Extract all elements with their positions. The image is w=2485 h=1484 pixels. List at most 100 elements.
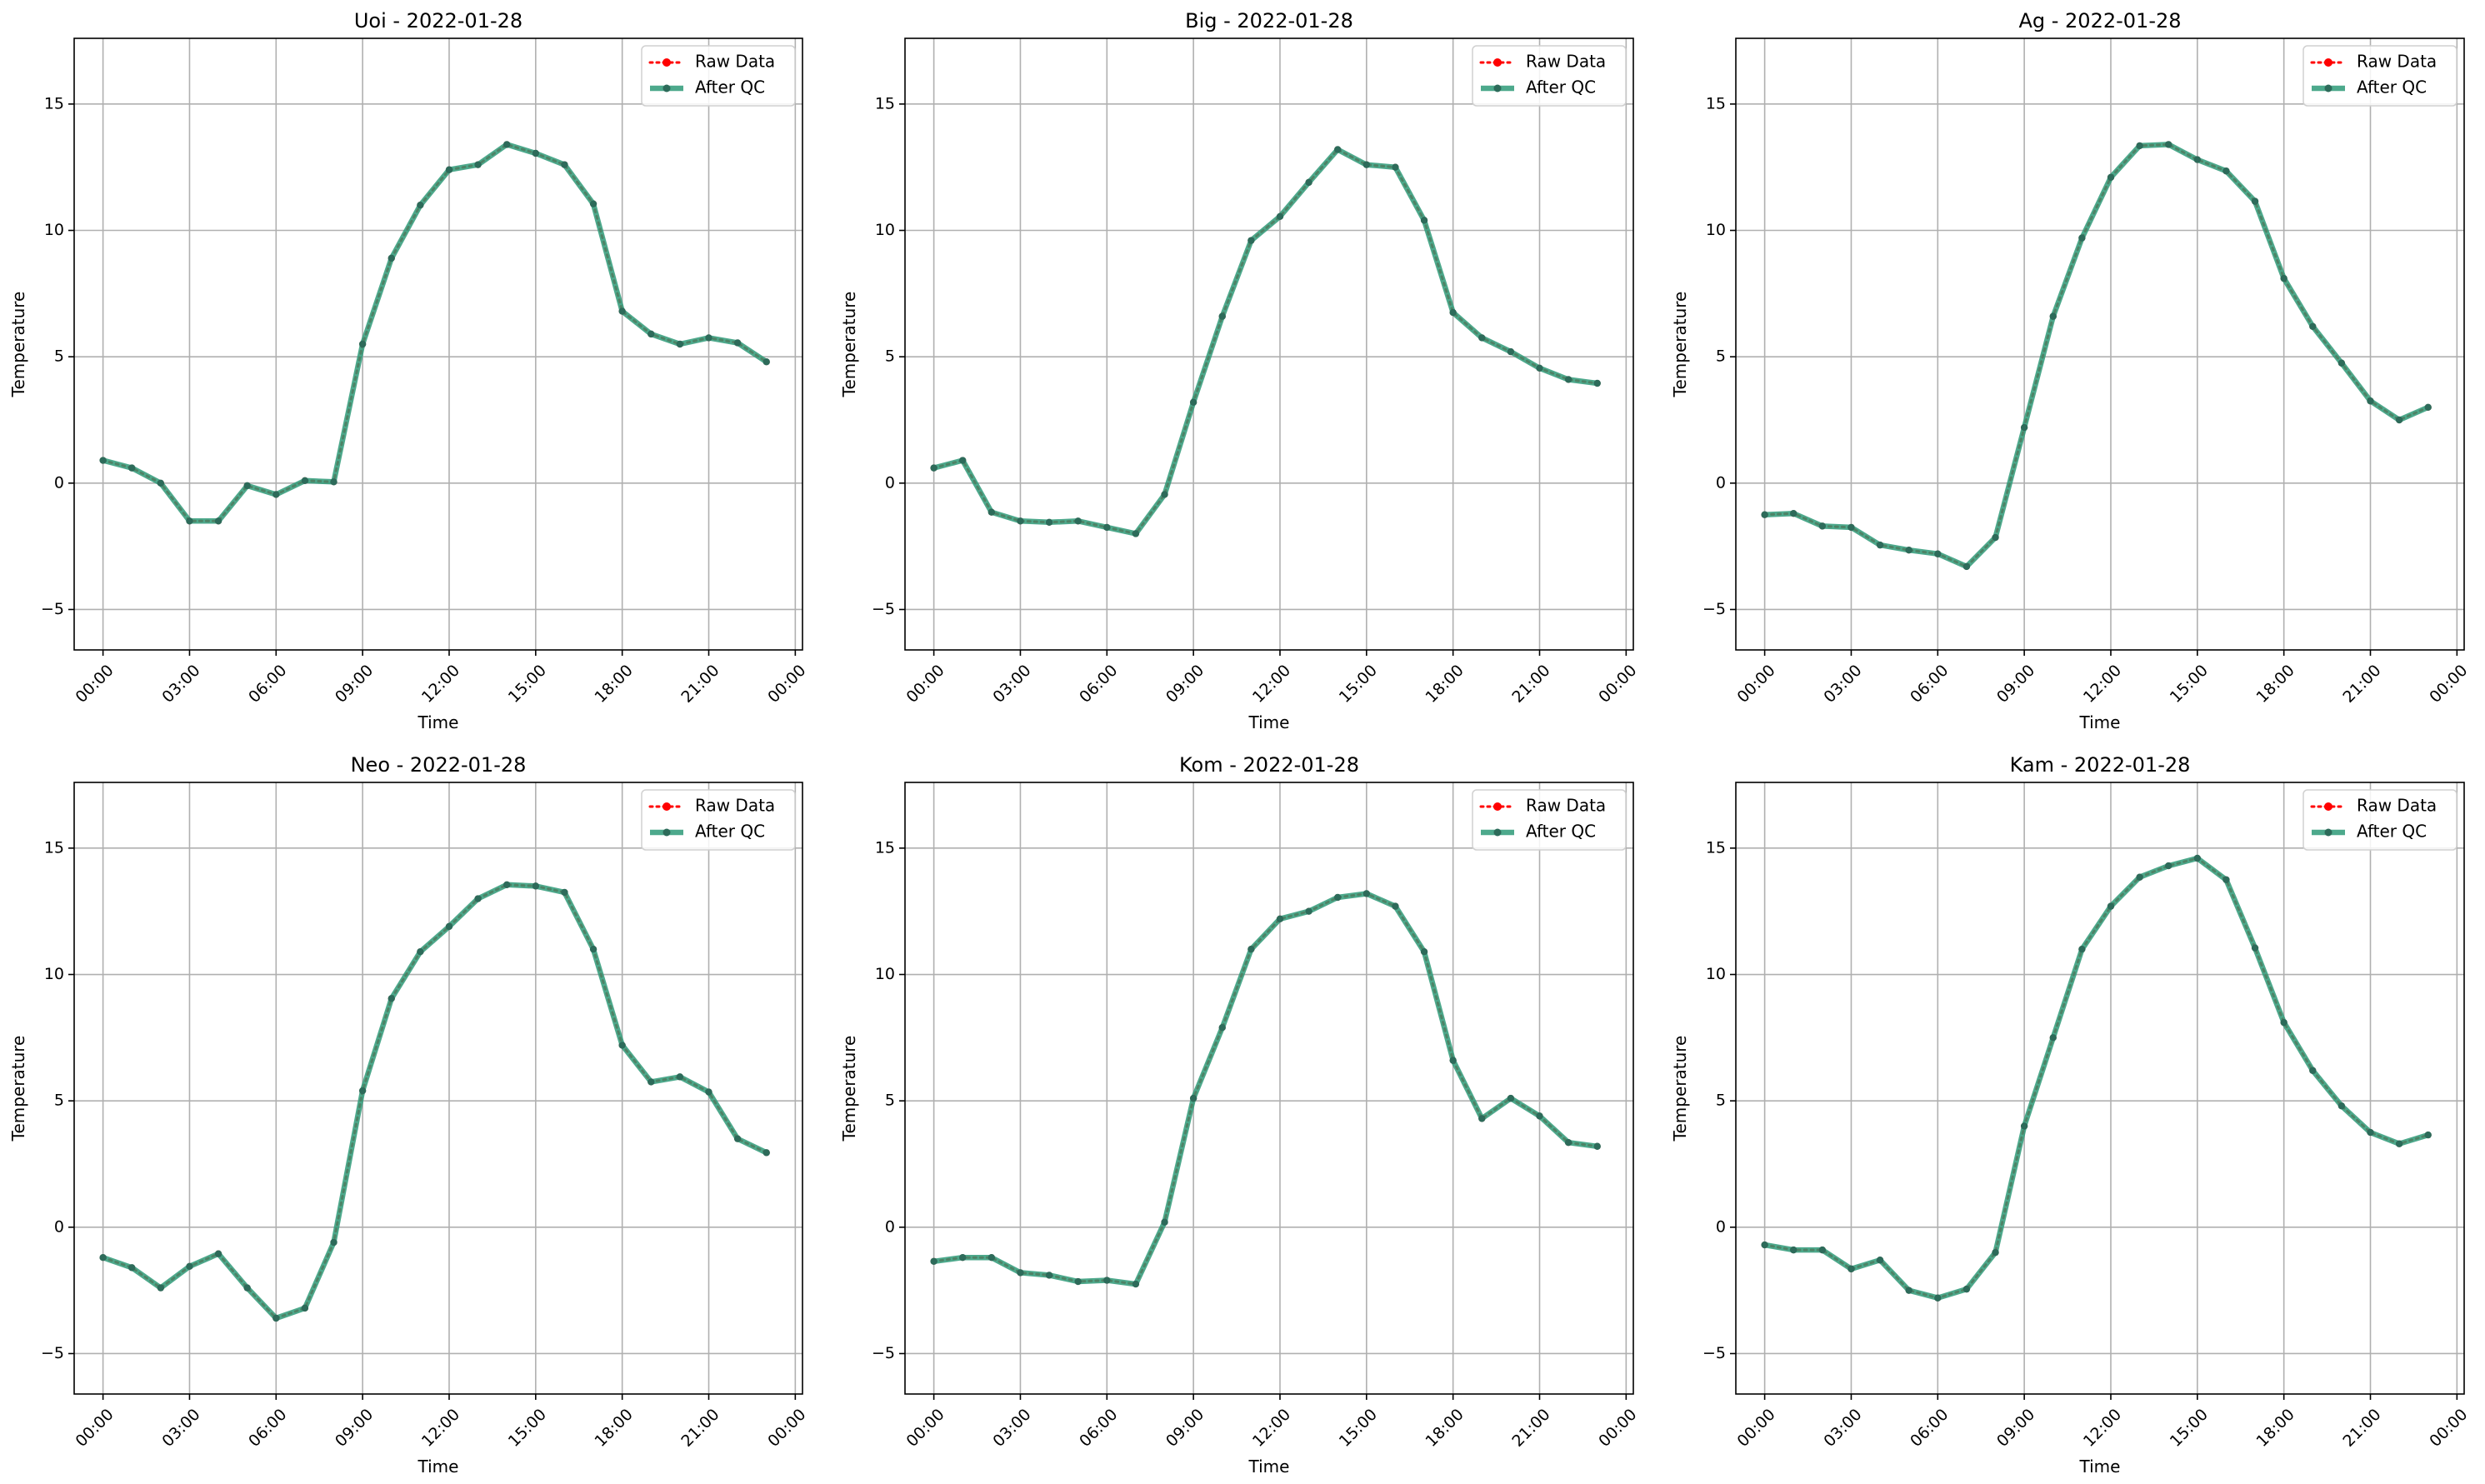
- qc-data-point: [1536, 364, 1543, 372]
- qc-data-point: [1848, 1265, 1855, 1273]
- axes-frame: [73, 782, 803, 1395]
- y-axis-label: Temperature: [1670, 1036, 1690, 1142]
- qc-data-point: [1848, 523, 1855, 532]
- x-tick-label: 09:00: [1993, 1406, 2038, 1451]
- qc-data-point: [1761, 1241, 1768, 1249]
- qc-data-point: [2078, 945, 2086, 953]
- y-tick-label: 10: [1706, 965, 1726, 983]
- legend-qc-marker: [2324, 84, 2332, 92]
- qc-data-point: [1189, 398, 1198, 406]
- y-tick-label: −5: [41, 1344, 64, 1362]
- x-tick-label: 06:00: [245, 1406, 290, 1451]
- x-tick-label: 03:00: [1820, 662, 1865, 707]
- qc-data-point: [1392, 902, 1399, 910]
- legend-raw-marker: [2324, 802, 2332, 811]
- qc-data-point: [1218, 1024, 1226, 1032]
- qc-data-point: [99, 1254, 107, 1262]
- qc-data-point: [330, 478, 338, 486]
- x-tick-label: 12:00: [1249, 662, 1294, 707]
- x-tick-label: 09:00: [332, 1406, 377, 1451]
- y-tick-label: 5: [54, 1092, 64, 1110]
- qc-data-point: [272, 491, 280, 498]
- qc-data-point: [2222, 167, 2230, 175]
- qc-data-point: [2424, 403, 2432, 412]
- qc-data-point: [589, 200, 598, 207]
- qc-data-point: [301, 477, 309, 484]
- qc-data-point: [2165, 862, 2172, 870]
- qc-data-point: [1905, 546, 1912, 554]
- qc-data-point: [214, 1250, 222, 1257]
- qc-data-point: [1334, 146, 1342, 153]
- qc-data-point: [1478, 334, 1486, 342]
- qc-data-point: [1449, 1057, 1457, 1064]
- legend-raw-label: Raw Data: [695, 796, 775, 816]
- x-tick-label: 18:00: [592, 662, 637, 707]
- y-tick-label: 0: [885, 473, 895, 492]
- legend-raw-label: Raw Data: [2357, 52, 2437, 72]
- qc-data-point: [2280, 274, 2288, 282]
- qc-data-line: [931, 891, 1600, 1287]
- x-tick-label: 12:00: [418, 662, 463, 707]
- y-axis-label: Temperature: [1670, 292, 1690, 398]
- qc-data-point: [1876, 1257, 1884, 1264]
- legend-raw-label: Raw Data: [1526, 796, 1606, 816]
- y-tick-label: 15: [1706, 94, 1726, 112]
- x-tick-label: 00:00: [902, 662, 948, 707]
- subplot-2: 00:00 03:00 06:00 09:00 12:00 15:00 18:00 21:00…: [839, 9, 1640, 732]
- subplot-6: 00:00 03:00 06:00 09:00 12:00 15:00 18:00 21:00…: [1670, 753, 2471, 1477]
- qc-data-point: [388, 995, 395, 1002]
- x-tick-label: 00:00: [1733, 1406, 1778, 1451]
- qc-data-point: [1934, 1294, 1942, 1302]
- raw-data-line: [102, 142, 768, 522]
- subplot-title: Ag - 2022-01-28: [2018, 9, 2181, 32]
- legend-qc-label: After QC: [1526, 822, 1596, 842]
- qc-data-point: [157, 479, 165, 487]
- legend-raw-marker: [2324, 58, 2332, 67]
- qc-data-point: [1362, 161, 1371, 168]
- legend: Raw Data After QC: [2302, 789, 2458, 851]
- qc-data-point: [1305, 907, 1312, 915]
- qc-data-point: [1449, 308, 1457, 317]
- y-tick-label: 5: [885, 347, 895, 366]
- qc-data-point: [2020, 423, 2028, 432]
- axes-frame: [73, 37, 803, 651]
- qc-data-point: [1761, 511, 1768, 518]
- legend-raw-label: Raw Data: [1526, 52, 1606, 72]
- qc-data-point: [1103, 1277, 1111, 1284]
- legend-raw-marker: [662, 58, 671, 67]
- y-tick-label: 10: [1706, 221, 1726, 239]
- x-tick-label: 15:00: [2167, 1406, 2212, 1451]
- qc-data-point: [1905, 1287, 1912, 1294]
- qc-data-point: [2020, 1122, 2028, 1130]
- x-tick-label: 21:00: [678, 662, 722, 707]
- qc-data-point: [2078, 234, 2086, 242]
- qc-data-point: [2251, 944, 2259, 952]
- y-tick-label: 0: [1716, 1217, 1726, 1236]
- legend-qc-marker: [1493, 84, 1502, 92]
- legend-qc-marker: [2324, 828, 2332, 837]
- qc-data-point: [705, 1088, 712, 1096]
- y-tick-label: 15: [875, 838, 895, 857]
- qc-data-point: [762, 358, 770, 366]
- x-tick-label: 00:00: [1595, 662, 1640, 707]
- y-tick-label: 5: [1716, 347, 1726, 366]
- qc-data-point: [1103, 523, 1111, 532]
- legend-raw-marker: [1493, 58, 1502, 67]
- x-tick-label: 18:00: [2253, 1406, 2298, 1451]
- x-tick-label: 12:00: [418, 1406, 463, 1451]
- qc-data-point: [1132, 1280, 1140, 1288]
- qc-data-point: [2338, 1102, 2346, 1110]
- x-tick-label: 03:00: [989, 1406, 1034, 1451]
- qc-data-point: [676, 340, 684, 348]
- x-axis-label: Time: [1248, 1457, 1290, 1477]
- qc-data-point: [1305, 178, 1312, 187]
- legend-raw-label: Raw Data: [2357, 796, 2437, 816]
- y-tick-label: −5: [872, 1344, 895, 1362]
- qc-data-point: [1420, 217, 1428, 224]
- qc-data-line: [1762, 855, 2431, 1301]
- qc-data-point: [676, 1073, 684, 1081]
- qc-data-point: [2049, 312, 2057, 320]
- legend-raw-marker: [662, 802, 671, 811]
- qc-data-point: [474, 895, 482, 902]
- y-tick-label: 0: [1716, 473, 1726, 492]
